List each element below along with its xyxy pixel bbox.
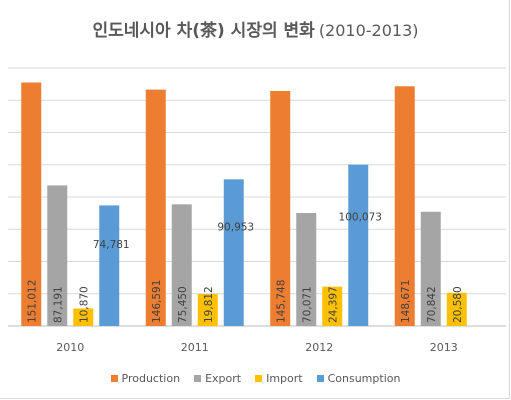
legend-item-consumption: Consumption xyxy=(316,372,401,385)
bar-production-2012 xyxy=(270,90,291,326)
legend-swatch-export xyxy=(194,375,202,382)
bar-import-2010 xyxy=(73,308,94,326)
bar-production-2013 xyxy=(394,86,415,327)
data-label-production-2011: 146,591 xyxy=(151,280,163,323)
data-label-import-2013: 20,580 xyxy=(452,286,464,323)
data-label-export-2013: 70,842 xyxy=(426,286,438,323)
category-label-2013: 2013 xyxy=(430,341,458,354)
chart-subtitle: (2010-2013) xyxy=(318,21,419,40)
category-label-2012: 2012 xyxy=(305,341,333,354)
bar-export-2012 xyxy=(296,213,317,326)
legend-label-consumption: Consumption xyxy=(327,372,401,385)
data-label-consumption-2010: 74,781 xyxy=(93,239,130,251)
legend-label-production: Production xyxy=(121,372,181,385)
data-label-consumption-2012: 100,073 xyxy=(339,211,382,223)
bar-import-2011 xyxy=(197,294,218,326)
category-label-2011: 2011 xyxy=(181,341,209,354)
data-label-import-2012: 24,397 xyxy=(327,286,339,323)
bar-consumption-2012 xyxy=(348,164,369,326)
bar-consumption-2010 xyxy=(99,205,120,326)
bar-export-2013 xyxy=(420,211,441,326)
chart-title: 인도네시아 차(茶) 시장의 변화 xyxy=(92,21,315,41)
legend-swatch-production xyxy=(110,375,118,382)
category-label-2010: 2010 xyxy=(56,341,84,354)
data-label-consumption-2011: 90,953 xyxy=(217,221,254,233)
data-label-import-2010: 10,870 xyxy=(78,286,90,323)
legend-swatch-consumption xyxy=(316,375,324,382)
bar-consumption-2011 xyxy=(223,179,244,326)
legend: Production Export Import Consumption xyxy=(0,372,511,385)
legend-item-export: Export xyxy=(194,372,241,385)
bar-export-2011 xyxy=(171,204,192,326)
legend-swatch-import xyxy=(255,375,263,382)
data-label-export-2011: 75,450 xyxy=(177,286,189,323)
bar-production-2010 xyxy=(21,82,42,326)
data-label-export-2012: 70,071 xyxy=(301,286,313,323)
legend-label-import: Import xyxy=(266,372,303,385)
data-label-export-2010: 87,191 xyxy=(52,286,64,323)
data-label-production-2010: 151,012 xyxy=(26,280,38,323)
bar-export-2010 xyxy=(47,185,68,326)
data-label-import-2011: 19,812 xyxy=(203,286,215,323)
data-label-production-2012: 145,748 xyxy=(275,280,287,323)
title-line: 인도네시아 차(茶) 시장의 변화 (2010-2013) xyxy=(0,16,511,41)
legend-label-export: Export xyxy=(205,372,242,385)
bar-import-2012 xyxy=(322,286,343,326)
bar-production-2011 xyxy=(145,89,166,326)
legend-item-production: Production xyxy=(110,372,181,385)
data-label-production-2013: 148,671 xyxy=(400,280,412,323)
legend-item-import: Import xyxy=(255,372,303,385)
bar-import-2013 xyxy=(446,292,467,326)
